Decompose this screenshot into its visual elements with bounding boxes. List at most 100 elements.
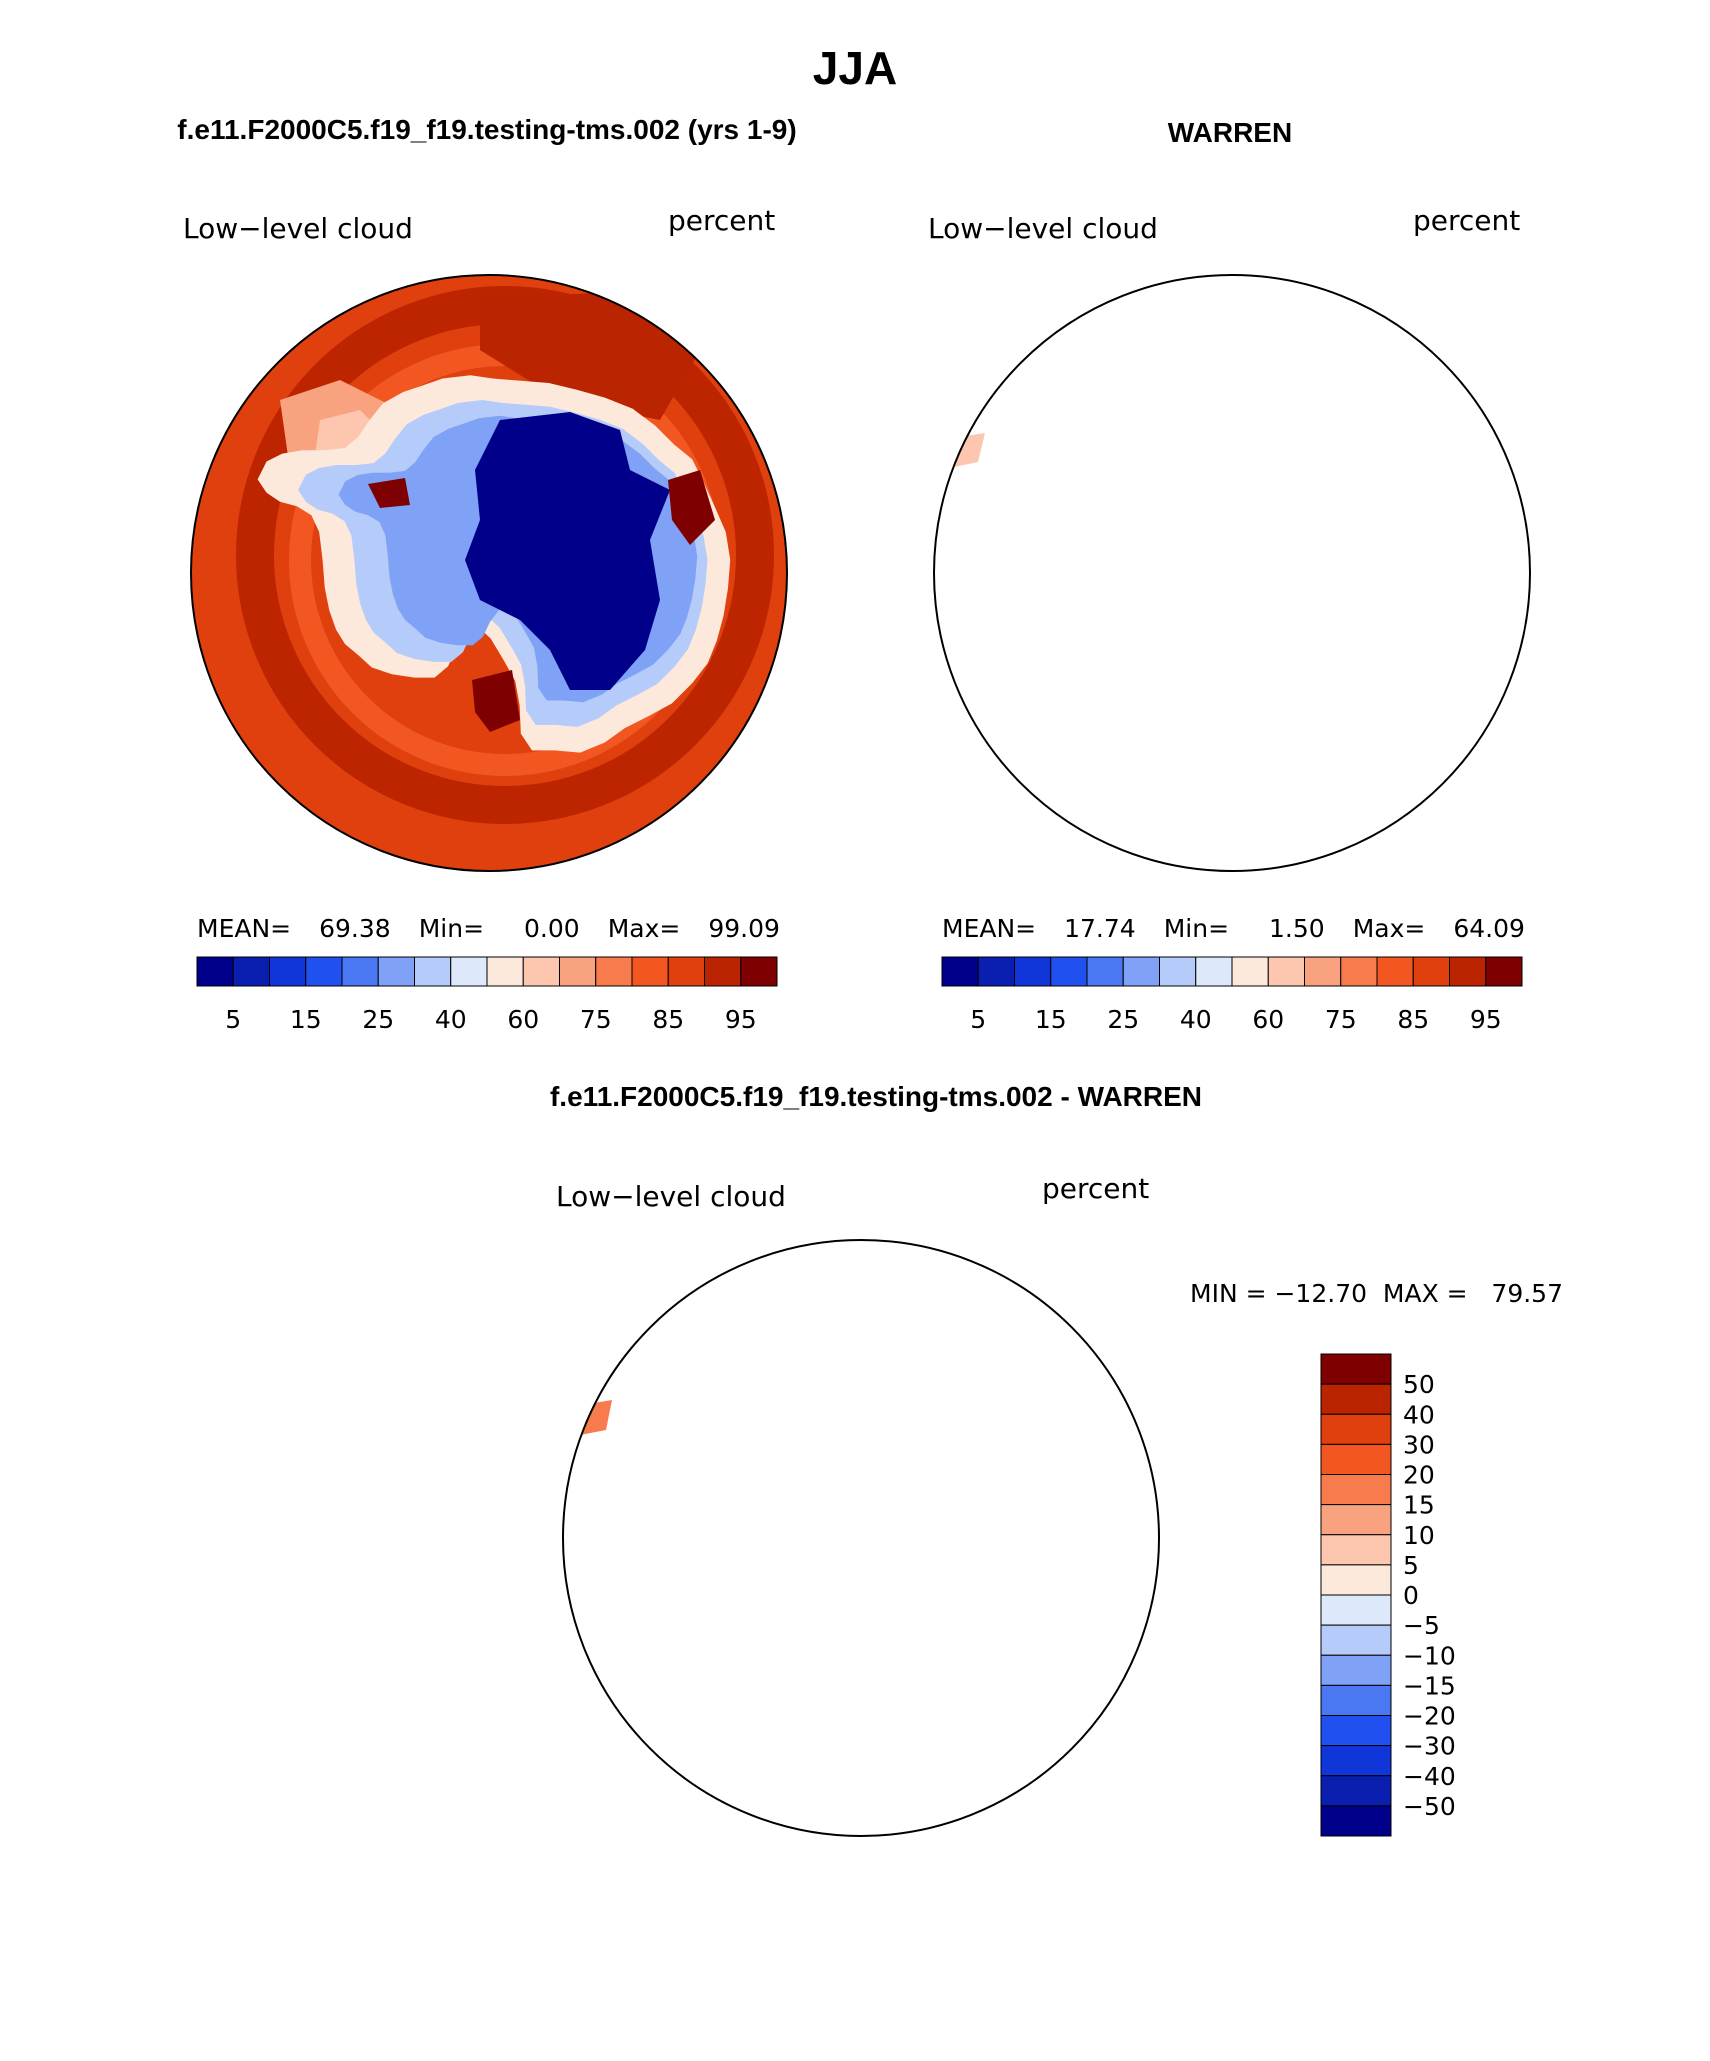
diff-coastline xyxy=(647,1368,1087,1725)
model-colorbar-swatch xyxy=(269,956,307,987)
diff-units-label: percent xyxy=(1042,1172,1149,1205)
difference-colorbar-swatch xyxy=(1320,1654,1392,1686)
figure-title: JJA xyxy=(813,42,897,94)
model-colorbar-swatch xyxy=(414,956,452,987)
model-colorbar-swatch xyxy=(595,956,633,987)
obs-colorbar-tick-label: 75 xyxy=(1325,1005,1357,1034)
obs-units-label: percent xyxy=(1413,204,1520,237)
model-colorbar-swatch xyxy=(377,956,415,987)
obs-colorbar-tick-label: 15 xyxy=(1035,1005,1067,1034)
model-dark-patch-east xyxy=(668,470,715,545)
model-colorbar-tick-label: 5 xyxy=(225,1005,241,1034)
difference-colorbar-tick-label: 20 xyxy=(1403,1461,1435,1490)
model-colorbar-tick-label: 75 xyxy=(580,1005,612,1034)
difference-panel-title: f.e11.F2000C5.f19_f19.testing-tms.002 - … xyxy=(550,1081,1202,1112)
difference-colorbar-swatch xyxy=(1320,1775,1392,1807)
model-colorbar-swatch xyxy=(450,956,488,987)
difference-colorbar-tick-label: −15 xyxy=(1403,1671,1456,1700)
difference-colorbar-tick-label: 0 xyxy=(1403,1581,1419,1610)
model-stats: MEAN= 69.38 Min= 0.00 Max= 99.09 xyxy=(197,914,780,943)
difference-map-panel: Low−level cloud percent MIN = −12.70 MAX… xyxy=(556,1172,1563,1837)
diff-map-border xyxy=(562,1239,1160,1837)
obs-colorbar-tick-label: 60 xyxy=(1252,1005,1284,1034)
difference-colorbar-tick-label: −10 xyxy=(1403,1641,1456,1670)
obs-colorbar-swatch xyxy=(1485,956,1523,987)
left-panel-title: f.e11.F2000C5.f19_f19.testing-tms.002 (y… xyxy=(177,114,796,145)
difference-colorbar-swatch xyxy=(1320,1564,1392,1596)
difference-colorbar-tick-label: −20 xyxy=(1403,1702,1456,1731)
obs-colorbar-swatch xyxy=(1231,956,1269,987)
difference-colorbar-swatch xyxy=(1320,1443,1392,1475)
obs-colorbar-swatch xyxy=(1050,956,1088,987)
obs-colorbar-swatch xyxy=(1195,956,1233,987)
difference-colorbar-tick-label: 30 xyxy=(1403,1430,1435,1459)
difference-colorbar-swatch xyxy=(1320,1745,1392,1777)
obs-map-border xyxy=(933,274,1531,872)
model-colorbar-swatch xyxy=(704,956,742,987)
model-map-panel: Low−level cloud percent MEAN= 69.3 xyxy=(183,204,788,1034)
difference-colorbar-tick-label: −40 xyxy=(1403,1762,1456,1791)
obs-colorbar-swatch xyxy=(1412,956,1450,987)
obs-colorbar-tick-label: 85 xyxy=(1397,1005,1429,1034)
difference-colorbar-swatch xyxy=(1320,1624,1392,1656)
model-colorbar-swatch xyxy=(341,956,379,987)
obs-colorbar-swatch xyxy=(1086,956,1124,987)
obs-colorbar-tick-label: 5 xyxy=(970,1005,986,1034)
diff-stats: MIN = −12.70 MAX = 79.57 xyxy=(1190,1279,1563,1308)
obs-colorbar-swatch xyxy=(1376,956,1414,987)
model-cloud-field xyxy=(191,275,787,871)
obs-colorbar-tick-label: 25 xyxy=(1107,1005,1139,1034)
difference-colorbar-swatch xyxy=(1320,1594,1392,1626)
model-colorbar-swatch xyxy=(522,956,560,987)
model-dark-patch-south xyxy=(472,670,520,732)
difference-colorbar-swatch xyxy=(1320,1504,1392,1536)
obs-variable-label: Low−level cloud xyxy=(928,212,1158,245)
model-variable-label: Low−level cloud xyxy=(183,212,413,245)
difference-colorbar-swatch xyxy=(1320,1353,1392,1385)
obs-coastline xyxy=(1018,403,1458,760)
model-colorbar-swatch xyxy=(305,956,343,987)
obs-stats: MEAN= 17.74 Min= 1.50 Max= 64.09 xyxy=(942,914,1525,943)
model-colorbar-swatch xyxy=(196,956,234,987)
difference-colorbar-swatch xyxy=(1320,1474,1392,1506)
obs-colorbar: 5 15 25 40 60 75 85 95 xyxy=(941,956,1523,1034)
model-colorbar-tick-label: 15 xyxy=(290,1005,322,1034)
model-colorbar-swatch xyxy=(232,956,270,987)
model-plateau xyxy=(465,412,670,690)
model-colorbar-tick-label: 25 xyxy=(362,1005,394,1034)
obs-data-patch xyxy=(940,433,985,470)
model-colorbar-swatch xyxy=(740,956,778,987)
obs-colorbar-swatch xyxy=(1122,956,1160,987)
model-dark-north-band xyxy=(480,290,700,420)
model-colorbar: 5 15 25 40 60 75 85 95 xyxy=(196,956,778,1034)
model-colorbar-swatch xyxy=(667,956,705,987)
difference-colorbar-tick-label: −5 xyxy=(1403,1611,1440,1640)
difference-colorbar-swatch xyxy=(1320,1715,1392,1747)
obs-colorbar-swatch xyxy=(1014,956,1052,987)
model-colorbar-swatch xyxy=(559,956,597,987)
difference-colorbar-tick-label: 40 xyxy=(1403,1400,1435,1429)
difference-colorbar-swatch xyxy=(1320,1534,1392,1566)
obs-colorbar-swatch xyxy=(1304,956,1342,987)
difference-colorbar-swatch xyxy=(1320,1805,1392,1837)
difference-colorbar-tick-label: 15 xyxy=(1403,1491,1435,1520)
obs-colorbar-tick-label: 95 xyxy=(1470,1005,1502,1034)
model-map-border xyxy=(190,274,788,872)
obs-colorbar-swatch xyxy=(941,956,979,987)
obs-colorbar-swatch xyxy=(1340,956,1378,987)
obs-map-panel: Low−level cloud percent MEAN= 17.74 Min= 1.… xyxy=(928,204,1531,1034)
obs-colorbar-tick-label: 40 xyxy=(1180,1005,1212,1034)
difference-colorbar-swatch xyxy=(1320,1413,1392,1445)
model-colorbar-swatch xyxy=(486,956,524,987)
obs-colorbar-swatch xyxy=(1449,956,1487,987)
obs-colorbar-swatch xyxy=(1159,956,1197,987)
model-dark-patch-peninsula xyxy=(368,478,410,508)
model-colorbar-tick-label: 95 xyxy=(725,1005,757,1034)
difference-colorbar-swatch xyxy=(1320,1684,1392,1716)
right-panel-title: WARREN xyxy=(1168,117,1292,148)
difference-colorbar-tick-label: 10 xyxy=(1403,1521,1435,1550)
difference-colorbar-tick-label: 50 xyxy=(1403,1370,1435,1399)
difference-colorbar-tick-label: −50 xyxy=(1403,1792,1456,1821)
model-colorbar-tick-label: 60 xyxy=(507,1005,539,1034)
